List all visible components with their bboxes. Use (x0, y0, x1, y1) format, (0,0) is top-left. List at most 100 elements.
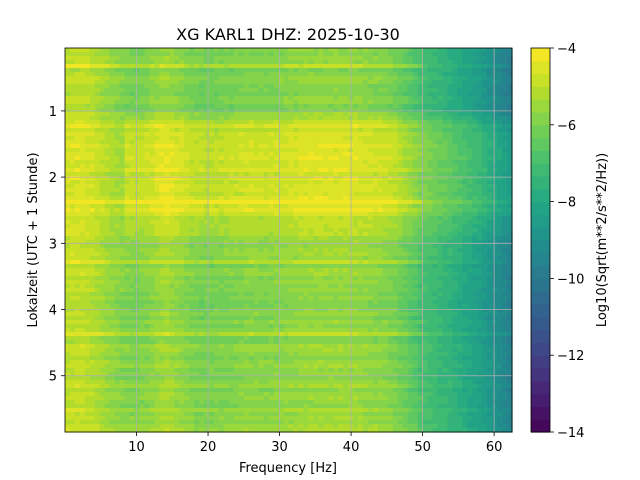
heatmap-cell (164, 196, 170, 201)
heatmap-cell (402, 188, 409, 193)
heatmap-cell (497, 108, 503, 113)
heatmap-cell (497, 100, 503, 105)
heatmap-cell (184, 244, 190, 249)
heatmap-cell (179, 120, 185, 125)
heatmap-cell (372, 116, 379, 121)
heatmap-cell (372, 148, 379, 153)
heatmap-cell (233, 248, 240, 253)
heatmap-cell (104, 124, 111, 129)
heatmap-cell (169, 64, 175, 69)
heatmap-cell (263, 100, 270, 105)
heatmap-cell (462, 156, 468, 161)
heatmap-cell (338, 212, 344, 217)
heatmap-cell (154, 204, 160, 209)
heatmap-cell (497, 140, 503, 145)
heatmap-cell (199, 172, 205, 177)
heatmap-cell (323, 60, 329, 65)
heatmap-cell (367, 80, 374, 85)
heatmap-cell (248, 108, 255, 113)
heatmap-cell (417, 124, 424, 129)
heatmap-cell (179, 104, 185, 109)
heatmap-cell (199, 232, 205, 237)
heatmap-cell (492, 176, 498, 181)
heatmap-cell (258, 156, 265, 161)
heatmap-cell (298, 180, 304, 185)
heatmap-cell (273, 208, 280, 213)
heatmap-cell (74, 224, 81, 229)
heatmap-cell (258, 204, 265, 209)
heatmap-cell (407, 252, 414, 257)
heatmap-cell (189, 172, 195, 177)
heatmap-cell (194, 248, 200, 253)
heatmap-cell (129, 216, 136, 221)
heatmap-cell (487, 264, 493, 269)
heatmap-cell (154, 188, 160, 193)
heatmap-cell (278, 112, 285, 117)
heatmap-cell (204, 204, 210, 209)
heatmap-cell (99, 48, 106, 53)
heatmap-cell (129, 204, 136, 209)
heatmap-cell (492, 244, 498, 249)
heatmap-cell (104, 64, 111, 69)
heatmap-cell (482, 244, 488, 249)
heatmap-cell (278, 184, 285, 189)
heatmap-cell (99, 268, 106, 273)
heatmap-cell (189, 52, 195, 57)
heatmap-cell (487, 48, 493, 53)
heatmap-cell (288, 228, 295, 233)
heatmap-cell (333, 164, 339, 169)
heatmap-cell (507, 196, 513, 201)
heatmap-cell (233, 52, 240, 57)
heatmap-cell (442, 132, 449, 137)
heatmap-cell (204, 224, 210, 229)
heatmap-cell (343, 200, 349, 205)
heatmap-cell (372, 100, 379, 105)
heatmap-cell (283, 172, 290, 177)
heatmap-cell (363, 236, 369, 241)
heatmap-cell (412, 156, 419, 161)
heatmap-cell (243, 212, 250, 217)
heatmap-cell (417, 216, 424, 221)
heatmap-cell (228, 124, 235, 129)
heatmap-cell (417, 156, 424, 161)
heatmap-cell (209, 232, 215, 237)
heatmap-cell (228, 240, 235, 245)
heatmap-cell (278, 120, 285, 125)
heatmap-cell (472, 192, 478, 197)
heatmap-cell (313, 240, 319, 245)
heatmap-cell (427, 96, 434, 101)
heatmap-cell (507, 96, 513, 101)
heatmap-cell (358, 200, 364, 205)
heatmap-cell (204, 84, 210, 89)
heatmap-cell (497, 264, 503, 269)
heatmap-cell (343, 216, 349, 221)
heatmap-cell (457, 136, 463, 141)
heatmap-cell (437, 92, 444, 97)
heatmap-cell (308, 232, 314, 237)
heatmap-cell (288, 200, 295, 205)
heatmap-cell (457, 232, 463, 237)
heatmap-cell (487, 64, 493, 69)
heatmap-cell (457, 120, 463, 125)
heatmap-cell (273, 212, 280, 217)
heatmap-cell (228, 148, 235, 153)
heatmap-cell (164, 240, 170, 245)
heatmap-cell (343, 60, 349, 65)
heatmap-cell (372, 104, 379, 109)
heatmap-cell (69, 232, 76, 237)
heatmap-cell (338, 84, 344, 89)
heatmap-cell (472, 88, 478, 93)
heatmap-cell (65, 236, 71, 241)
heatmap-cell (79, 120, 86, 125)
heatmap-cell (363, 216, 369, 221)
heatmap-cell (392, 224, 399, 229)
heatmap-cell (228, 68, 235, 73)
heatmap-cell (283, 212, 290, 217)
heatmap-cell (417, 84, 424, 89)
heatmap-cell (392, 80, 399, 85)
heatmap-cell (258, 260, 265, 265)
heatmap-cell (308, 100, 314, 105)
heatmap-cell (417, 152, 424, 157)
heatmap-cell (288, 76, 295, 81)
heatmap-cell (114, 108, 121, 113)
